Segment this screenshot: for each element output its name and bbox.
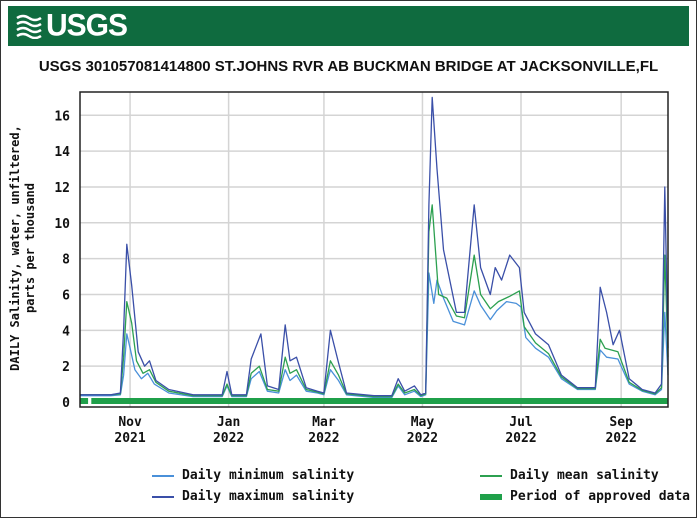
chart-title: USGS 301057081414800 ST.JOHNS RVR AB BUC…: [38, 58, 659, 75]
gridlines: [80, 92, 668, 407]
legend-item-min: Daily minimum salinity: [152, 468, 512, 483]
usgs-banner: USGS: [8, 6, 689, 46]
legend-row-2: Daily maximum salinity Period of approve…: [152, 486, 697, 507]
x-tick-month: May: [411, 415, 435, 430]
series-line: [80, 96, 669, 397]
legend-label-max: Daily maximum salinity: [182, 489, 355, 504]
legend-label-min: Daily minimum salinity: [182, 468, 355, 483]
usgs-logo: USGS: [16, 8, 128, 43]
legend-swatch-approved: [480, 493, 502, 500]
y-tick-label: 2: [62, 360, 70, 375]
legend-swatch-mean: [480, 474, 502, 477]
series-line: [80, 204, 669, 398]
series-line: [80, 272, 669, 399]
x-axis-ticks: Nov2021Jan2022Mar2022May2022Jul2022Sep20…: [114, 415, 636, 446]
legend-item-approved: Period of approved data: [480, 489, 697, 504]
legend-item-max: Daily maximum salinity: [152, 489, 512, 504]
x-tick-year: 2022: [308, 431, 339, 446]
plot-border: [79, 91, 669, 408]
usgs-logo-text: USGS: [46, 8, 128, 43]
legend-row-1: Daily minimum salinity Daily mean salini…: [152, 465, 697, 486]
x-tick-month: Nov: [118, 415, 142, 430]
y-tick-label: 14: [54, 145, 70, 160]
x-tick-month: Jul: [509, 415, 532, 430]
x-tick-year: 2021: [114, 431, 145, 446]
legend: Daily minimum salinity Daily mean salini…: [152, 465, 697, 507]
y-tick-label: 16: [54, 109, 70, 124]
usgs-wave-icon: [16, 14, 42, 39]
y-axis-ticks: 0 2 4 6 8 10 12 14 16: [54, 109, 70, 411]
y-tick-label: 8: [62, 253, 70, 268]
legend-swatch-min: [152, 474, 174, 477]
approved-period-bar: [91, 398, 669, 404]
data-series: [80, 96, 669, 404]
legend-label-mean: Daily mean salinity: [510, 468, 659, 483]
x-tick-year: 2022: [505, 431, 536, 446]
x-tick-month: Sep: [609, 415, 633, 430]
legend-label-approved: Period of approved data: [510, 489, 691, 504]
y-tick-label: 10: [54, 217, 70, 232]
x-tick-month: Jan: [217, 415, 240, 430]
x-tick-year: 2022: [605, 431, 636, 446]
y-tick-label: 4: [62, 324, 70, 339]
approved-period-bar: [80, 398, 89, 404]
y-tick-label: 6: [62, 288, 70, 303]
legend-swatch-max: [152, 495, 174, 498]
y-tick-label: 0: [62, 396, 70, 411]
x-tick-year: 2022: [213, 431, 244, 446]
legend-item-mean: Daily mean salinity: [480, 468, 697, 483]
y-tick-label: 12: [54, 181, 70, 196]
x-tick-year: 2022: [407, 431, 438, 446]
x-tick-month: Mar: [312, 415, 336, 430]
